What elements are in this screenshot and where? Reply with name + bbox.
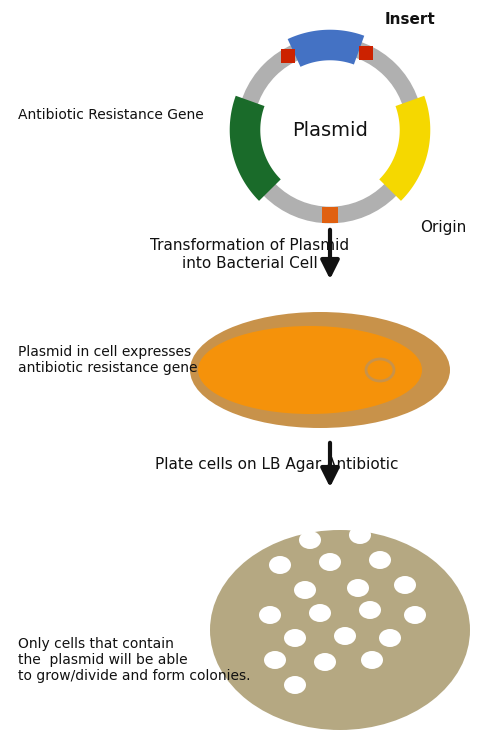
Text: Only cells that contain
the  plasmid will be able
to grow/divide and form coloni: Only cells that contain the plasmid will… (18, 636, 250, 683)
Text: Plate cells on LB Agar Antibiotic: Plate cells on LB Agar Antibiotic (155, 458, 398, 473)
Text: Insert: Insert (385, 12, 436, 27)
Ellipse shape (198, 326, 422, 414)
Ellipse shape (284, 676, 306, 694)
Ellipse shape (259, 606, 281, 624)
Ellipse shape (379, 629, 401, 647)
Ellipse shape (319, 553, 341, 571)
Ellipse shape (334, 627, 356, 645)
Text: Origin: Origin (420, 220, 466, 235)
Ellipse shape (284, 629, 306, 647)
Ellipse shape (394, 576, 416, 594)
Text: Antibiotic Resistance Gene: Antibiotic Resistance Gene (18, 108, 204, 122)
Ellipse shape (210, 530, 470, 730)
Ellipse shape (299, 531, 321, 549)
Text: Plasmid: Plasmid (292, 121, 368, 140)
Ellipse shape (349, 526, 371, 544)
Text: Transformation of Plasmid
into Bacterial Cell: Transformation of Plasmid into Bacterial… (150, 239, 350, 271)
Ellipse shape (309, 604, 331, 622)
Ellipse shape (369, 551, 391, 569)
Bar (280, 49, 294, 63)
Ellipse shape (347, 579, 369, 597)
Ellipse shape (314, 653, 336, 671)
Ellipse shape (269, 556, 291, 574)
Ellipse shape (404, 606, 426, 624)
Ellipse shape (359, 601, 381, 619)
Bar (359, 46, 373, 60)
Bar (322, 207, 338, 223)
Ellipse shape (190, 312, 450, 428)
Ellipse shape (361, 651, 383, 669)
Text: Plasmid in cell expresses
antibiotic resistance gene: Plasmid in cell expresses antibiotic res… (18, 345, 198, 375)
Ellipse shape (264, 651, 286, 669)
Ellipse shape (294, 581, 316, 599)
